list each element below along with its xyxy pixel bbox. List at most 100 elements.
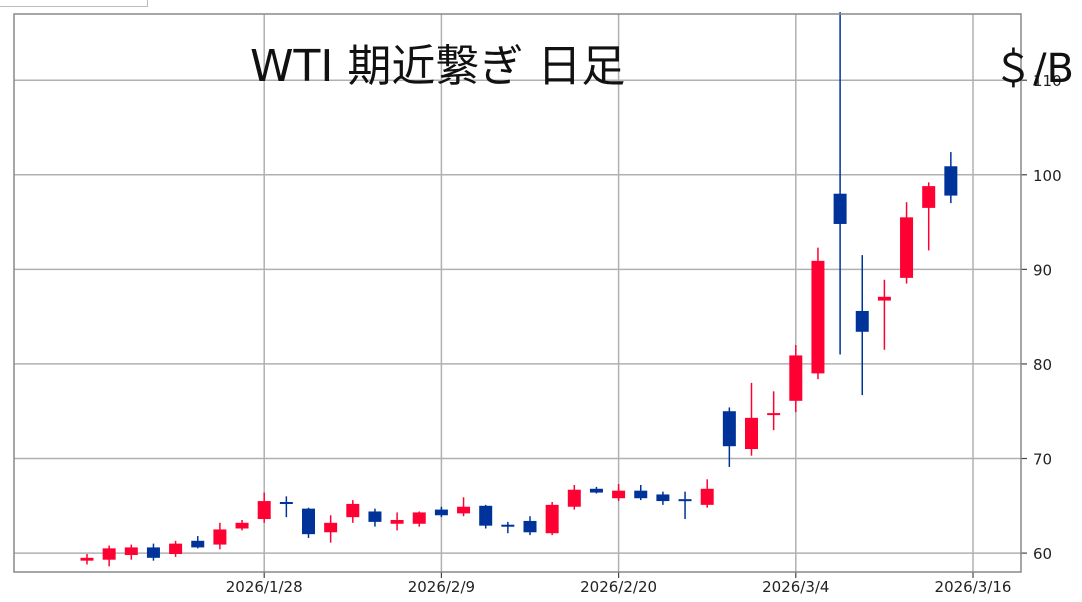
candle-body <box>479 505 493 526</box>
x-tick-label: 2026/2/9 <box>408 578 475 596</box>
x-tick-label: 2026/1/28 <box>226 578 303 596</box>
grid-lines <box>14 14 1027 578</box>
candle-down <box>302 507 315 538</box>
candle-body <box>700 488 714 505</box>
candle-body <box>501 524 515 527</box>
candle-body <box>302 508 315 535</box>
candle-up <box>789 345 803 413</box>
candle-body <box>900 217 914 278</box>
plot-frame <box>13 13 1022 573</box>
candle-down <box>479 504 493 529</box>
y-tick-label: 80 <box>1033 356 1052 374</box>
candle-down <box>656 491 670 505</box>
candle-body <box>124 547 138 555</box>
candle-up <box>922 182 936 251</box>
chart-title: WTI 期近繋ぎ 日足 <box>250 41 626 92</box>
y-axis-labels: 60 70 80 90 100 110 <box>1033 72 1062 563</box>
candle-up <box>567 484 581 510</box>
candle-body <box>855 310 869 332</box>
y-tick-label: 60 <box>1033 545 1052 563</box>
candle-up <box>811 247 825 380</box>
candle-body <box>80 557 94 561</box>
candle-down <box>833 12 847 355</box>
candle-down <box>191 536 205 549</box>
candle-up <box>169 540 183 557</box>
candle-down <box>368 508 382 527</box>
y-tick-label: 110 <box>1033 72 1062 90</box>
candle-down <box>589 486 603 494</box>
x-tick-label: 2026/3/16 <box>935 578 1012 596</box>
x-tick-label: 2026/3/4 <box>762 578 829 596</box>
candle-up <box>545 502 559 536</box>
candle-up <box>877 279 891 350</box>
candle-body <box>412 512 426 524</box>
candle-up <box>767 391 781 431</box>
candle-up <box>324 515 338 543</box>
candle-up <box>612 484 626 502</box>
candle-body <box>279 502 293 505</box>
candle-down <box>678 491 692 520</box>
candle-body <box>567 489 581 507</box>
candle-body <box>146 547 160 558</box>
panel-tab-edge <box>0 0 148 7</box>
candle-body <box>589 488 603 493</box>
candle-down <box>634 484 648 501</box>
candle-body <box>346 503 360 518</box>
candle-body <box>922 186 936 208</box>
candle-body <box>390 519 404 524</box>
candle-down <box>855 255 869 396</box>
candle-body <box>102 548 116 560</box>
candle-body <box>789 355 803 401</box>
candle-up <box>235 519 249 531</box>
candle-up <box>745 382 758 456</box>
y-tick-label: 90 <box>1033 261 1052 279</box>
candle-up <box>80 554 94 565</box>
candle-body <box>722 411 736 447</box>
candle-down <box>944 152 958 204</box>
candle-body <box>745 417 758 450</box>
candle-body <box>523 520 537 533</box>
candle-body <box>678 499 692 502</box>
candle-body <box>833 193 847 224</box>
candle-body <box>169 543 183 555</box>
unit-label: ＄/B <box>993 46 1074 92</box>
candle-down <box>501 521 515 534</box>
candle-up <box>412 511 426 527</box>
candle-body <box>457 506 471 514</box>
candle-up <box>390 512 404 531</box>
candle-body <box>811 260 825 374</box>
y-tick-label: 100 <box>1033 167 1062 185</box>
candle-up <box>346 500 360 523</box>
candle-down <box>523 516 537 536</box>
candle-up <box>457 497 471 517</box>
x-axis-labels: 2026/1/28 2026/2/9 2026/2/20 2026/3/4 2026/3… <box>226 578 1012 596</box>
candle-body <box>191 540 205 548</box>
candle-down <box>279 496 293 518</box>
candle-body <box>944 166 958 196</box>
candle-up <box>102 545 116 567</box>
y-tick-label: 70 <box>1033 451 1052 469</box>
candle-down <box>146 543 160 561</box>
candle-body <box>612 490 626 499</box>
candle-up <box>900 202 914 284</box>
candles-layer <box>80 12 958 567</box>
candle-body <box>656 494 670 502</box>
x-tick-label: 2026/2/20 <box>580 578 657 596</box>
candle-body <box>767 413 781 416</box>
candle-body <box>324 522 338 533</box>
candle-body <box>634 490 648 499</box>
candle-up <box>700 479 714 508</box>
candle-body <box>213 529 227 545</box>
candle-up <box>213 522 227 550</box>
candle-down <box>722 407 736 468</box>
candle-body <box>257 501 271 520</box>
candle-body <box>545 504 559 534</box>
candle-body <box>877 296 891 301</box>
candle-down <box>434 506 448 518</box>
candle-body <box>434 509 448 516</box>
candle-body <box>368 511 382 522</box>
candle-up <box>257 492 271 523</box>
candle-body <box>235 522 249 529</box>
candle-up <box>124 544 138 560</box>
